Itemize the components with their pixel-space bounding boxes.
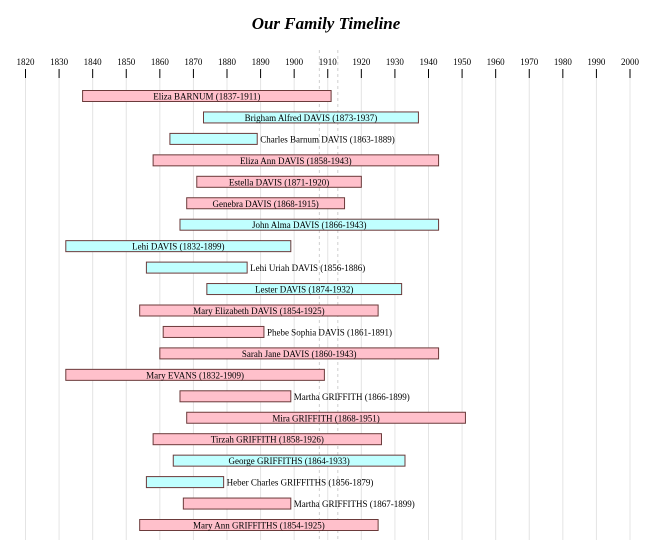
timeline-bar (196, 175, 362, 188)
timeline-label: Eliza BARNUM (1837-1911) (153, 92, 260, 102)
timeline-bar (145, 261, 248, 274)
timeline-label: Eliza Ann DAVIS (1858-1943) (240, 156, 352, 166)
tick-label: 1900 (285, 57, 304, 67)
timeline-label: Genebra DAVIS (1868-1915) (212, 199, 318, 209)
timeline-bar (206, 283, 403, 296)
tick-label: 1930 (386, 57, 405, 67)
tick-label: 1910 (319, 57, 338, 67)
timeline-label: Mira GRIFFITH (1868-1951) (272, 413, 380, 423)
tick-label: 1970 (520, 57, 539, 67)
timeline-bar (152, 154, 440, 167)
timeline-label: George GRIFFITHS (1864-1933) (228, 456, 349, 466)
tick-label: 1960 (487, 57, 506, 67)
timeline-bar (169, 132, 258, 145)
timeline-label: Martha GRIFFITHS (1867-1899) (294, 499, 415, 509)
timeline-label: Mary Elizabeth DAVIS (1854-1925) (193, 306, 325, 316)
timeline-label: Lehi Uriah DAVIS (1856-1886) (250, 263, 365, 273)
timeline-label: Lester DAVIS (1874-1932) (255, 285, 353, 295)
tick-label: 1880 (218, 57, 237, 67)
tick-label: 1920 (352, 57, 371, 67)
timeline-bar (139, 304, 379, 317)
chart-title: Our Family Timeline (251, 14, 401, 33)
timeline-bar (65, 240, 292, 253)
timeline-bar (145, 476, 225, 489)
timeline-label: Heber Charles GRIFFITHS (1856-1879) (227, 478, 374, 488)
timeline-bar (65, 368, 325, 381)
timeline-label: Lehi DAVIS (1832-1899) (132, 242, 224, 252)
tick-label: 1990 (587, 57, 606, 67)
timeline-bar (186, 411, 466, 424)
timeline-bar (159, 347, 440, 360)
timeline-label: Mary EVANS (1832-1909) (146, 370, 244, 380)
timeline-bar (202, 111, 419, 124)
timeline-bar (172, 454, 406, 467)
timeline-label: Phebe Sophia DAVIS (1861-1891) (267, 327, 392, 337)
timeline-label: John Alma DAVIS (1866-1943) (252, 220, 367, 230)
tick-label: 1870 (184, 57, 203, 67)
tick-label: 2000 (621, 57, 640, 67)
timeline-bar (179, 390, 292, 403)
timeline-label: Martha GRIFFITH (1866-1899) (294, 392, 410, 402)
timeline-bar (162, 325, 265, 338)
timeline-bar (186, 197, 346, 210)
timeline-label: Charles Barnum DAVIS (1863-1889) (260, 134, 395, 144)
tick-label: 1860 (151, 57, 170, 67)
timeline-label: Tirzah GRIFFITH (1858-1926) (211, 435, 324, 445)
timeline-label: Mary Ann GRIFFITHS (1854-1925) (193, 521, 325, 531)
timeline-bar (182, 497, 292, 510)
tick-label: 1950 (453, 57, 472, 67)
tick-label: 1980 (554, 57, 573, 67)
tick-label: 1830 (50, 57, 69, 67)
timeline-bar (82, 90, 332, 102)
timeline-label: Brigham Alfred DAVIS (1873-1937) (245, 113, 378, 123)
timeline-bar (152, 433, 382, 446)
timeline-bar (139, 519, 379, 531)
tick-label: 1820 (17, 57, 36, 67)
timeline-bar (179, 218, 440, 231)
tick-label: 1850 (117, 57, 136, 67)
tick-label: 1940 (420, 57, 439, 67)
tick-label: 1840 (84, 57, 103, 67)
tick-label: 1890 (252, 57, 271, 67)
timeline-label: Sarah Jane DAVIS (1860-1943) (242, 349, 357, 359)
timeline-label: Estella DAVIS (1871-1920) (229, 177, 329, 187)
